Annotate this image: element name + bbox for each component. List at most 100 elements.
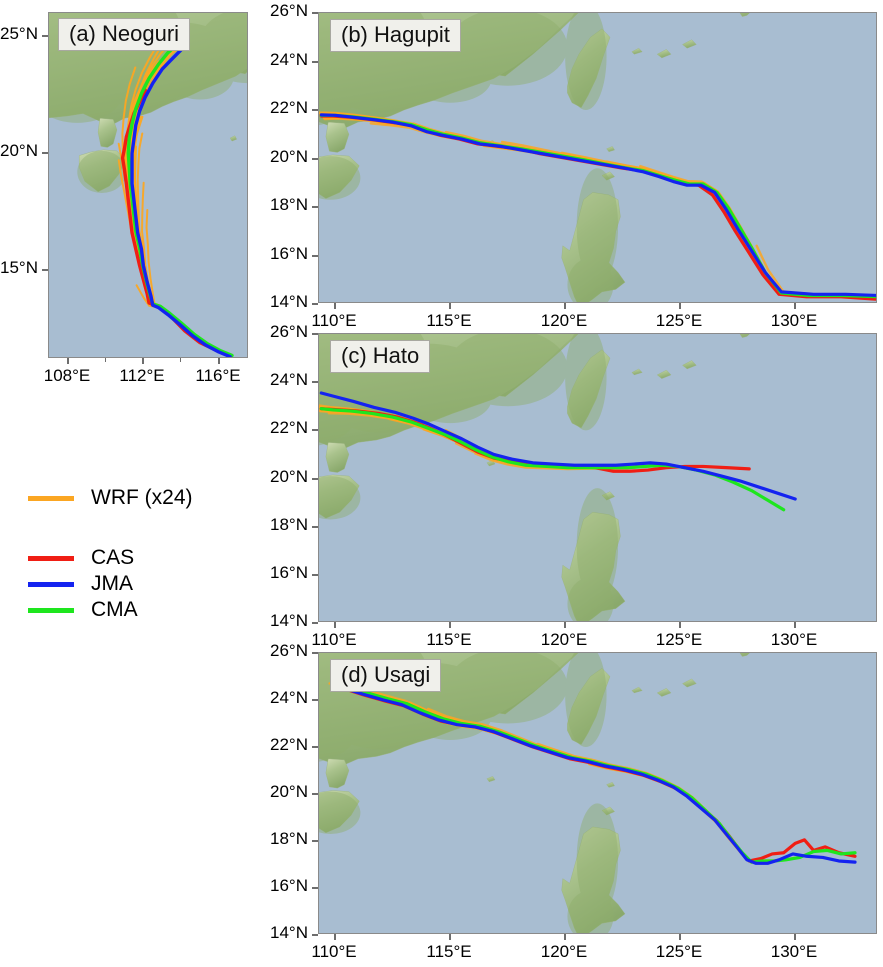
- track-map-neoguri: [49, 13, 247, 357]
- ytick-label-b-5: 24°N: [270, 50, 308, 69]
- ytick-d-4: [312, 746, 318, 748]
- xtick-label-c-3: 125°E: [655, 630, 703, 649]
- ytick-label-d-4: 22°N: [270, 735, 308, 754]
- xtick-label-b-1: 115°E: [426, 311, 472, 330]
- xtick-a-1: [142, 358, 144, 364]
- ytick-label-a-1: 20°N: [0, 141, 38, 160]
- ytick-label-d-3: 20°N: [270, 782, 308, 801]
- ytick-a-2: [42, 35, 48, 37]
- ytick-b-4: [312, 109, 318, 111]
- xtick-label-d-1: 115°E: [426, 942, 472, 961]
- ytick-d-1: [312, 887, 318, 889]
- ytick-d-5: [312, 699, 318, 701]
- xtick-label-c-4: 130°E: [770, 630, 818, 649]
- xtick-label-d-2: 120°E: [540, 942, 588, 961]
- panel-title-hato: (c) Hato: [330, 340, 431, 373]
- legend-item-cma[interactable]: CMA: [28, 598, 138, 622]
- ytick-b-1: [312, 255, 318, 257]
- ytick-d-3: [312, 793, 318, 795]
- map-plot-hato[interactable]: [318, 333, 877, 622]
- ytick-label-d-5: 24°N: [270, 688, 308, 707]
- track-map-hato: [319, 334, 876, 621]
- ytick-b-3: [312, 158, 318, 160]
- xtick-label-a-1: 112°E: [119, 366, 165, 385]
- ytick-label-c-0: 14°N: [270, 611, 308, 630]
- xtick-label-d-3: 125°E: [655, 942, 703, 961]
- ytick-label-c-5: 24°N: [270, 370, 308, 389]
- xtick-label-b-0: 110°E: [311, 311, 357, 330]
- ytick-label-b-1: 16°N: [270, 244, 308, 263]
- ytick-label-b-4: 22°N: [270, 98, 308, 117]
- ytick-label-b-0: 14°N: [270, 292, 308, 311]
- ytick-b-5: [312, 61, 318, 63]
- xtick-label-c-2: 120°E: [540, 630, 588, 649]
- legend-item-cas[interactable]: CAS: [28, 546, 134, 570]
- legend-swatch-icon: [28, 607, 74, 613]
- panel-title-usagi: (d) Usagi: [330, 659, 442, 692]
- xtick-label-d-0: 110°E: [311, 942, 357, 961]
- xtick-d-3: [679, 934, 681, 940]
- ytick-label-c-2: 18°N: [270, 515, 308, 534]
- ytick-b-6: [312, 12, 318, 14]
- xtick-d-4: [794, 934, 796, 940]
- xtick-label-c-0: 110°E: [311, 630, 357, 649]
- legend-swatch-icon: [28, 555, 74, 561]
- ytick-label-d-0: 14°N: [270, 923, 308, 942]
- xtick-label-c-1: 115°E: [426, 630, 472, 649]
- track-map-hagupit: [319, 13, 876, 302]
- xtick-label-b-4: 130°E: [770, 311, 818, 330]
- ytick-label-c-6: 26°N: [270, 322, 308, 341]
- track-source-legend: WRF (x24) CAS JMA CMA: [28, 486, 258, 621]
- track-map-usagi: [319, 653, 876, 933]
- ytick-d-6: [312, 652, 318, 654]
- legend-label: CMA: [91, 598, 138, 621]
- xtick-d-0: [334, 934, 336, 940]
- xtick-c-2: [564, 622, 566, 628]
- xtick-a-0: [67, 358, 69, 364]
- xtick-b-0: [334, 303, 336, 309]
- ytick-label-b-6: 26°N: [270, 1, 308, 20]
- panel-title-hagupit: (b) Hagupit: [330, 19, 461, 52]
- map-plot-usagi[interactable]: [318, 652, 877, 934]
- ytick-c-5: [312, 381, 318, 383]
- ytick-label-c-3: 20°N: [270, 467, 308, 486]
- panel-title-neoguri: (a) Neoguri: [58, 18, 191, 51]
- legend-label: JMA: [91, 572, 133, 595]
- xtick-d-2: [564, 934, 566, 940]
- legend-label: CAS: [91, 546, 135, 569]
- ytick-label-a-0: 15°N: [0, 258, 38, 277]
- ytick-label-b-3: 20°N: [270, 147, 308, 166]
- legend-swatch-icon: [28, 581, 74, 587]
- ytick-d-0: [312, 934, 318, 936]
- legend-item-wrf-x24[interactable]: WRF (x24): [28, 486, 193, 510]
- map-plot-hagupit[interactable]: [318, 12, 877, 303]
- ytick-c-0: [312, 622, 318, 624]
- ytick-c-3: [312, 478, 318, 480]
- ytick-c-1: [312, 574, 318, 576]
- ytick-c-2: [312, 526, 318, 528]
- map-plot-neoguri[interactable]: [48, 12, 248, 358]
- xtick-c-3: [679, 622, 681, 628]
- xtick-c-0: [334, 622, 336, 628]
- xtick-label-a-2: 116°E: [195, 366, 241, 385]
- xtick-d-1: [449, 934, 451, 940]
- xtick-minor-a-0: [105, 358, 107, 362]
- ytick-label-c-1: 16°N: [270, 563, 308, 582]
- xtick-label-b-3: 125°E: [655, 311, 703, 330]
- xtick-label-d-4: 130°E: [770, 942, 818, 961]
- ytick-b-0: [312, 303, 318, 305]
- legend-item-jma[interactable]: JMA: [28, 572, 133, 596]
- ytick-label-a-2: 25°N: [0, 24, 38, 43]
- xtick-c-1: [449, 622, 451, 628]
- xtick-minor-a-1: [180, 358, 182, 362]
- xtick-label-b-2: 120°E: [540, 311, 588, 330]
- xtick-b-3: [679, 303, 681, 309]
- xtick-a-2: [218, 358, 220, 364]
- ytick-c-4: [312, 429, 318, 431]
- ytick-d-2: [312, 840, 318, 842]
- ytick-a-1: [42, 152, 48, 154]
- xtick-b-1: [449, 303, 451, 309]
- ytick-label-d-6: 26°N: [270, 641, 308, 660]
- xtick-label-a-0: 108°E: [43, 366, 91, 385]
- ytick-label-b-2: 18°N: [270, 195, 308, 214]
